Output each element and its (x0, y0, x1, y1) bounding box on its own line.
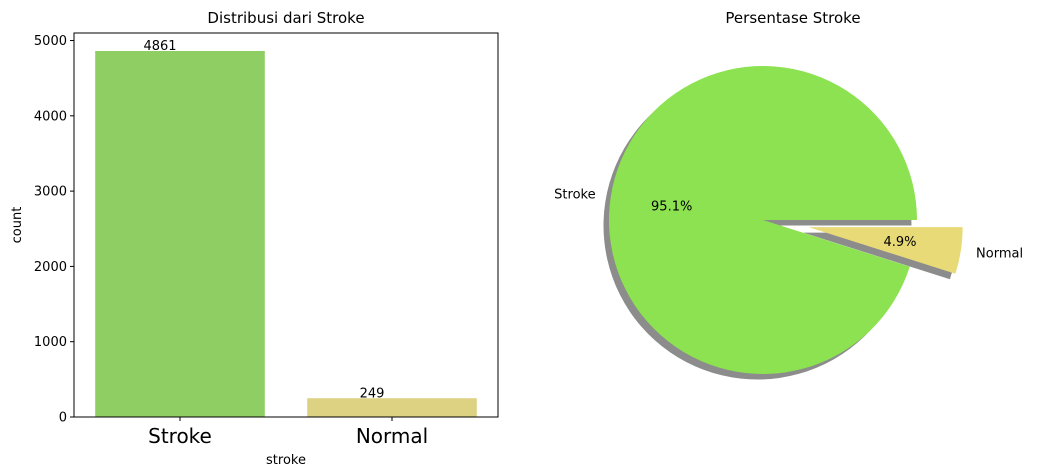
pie-slice-label: Normal (976, 247, 1023, 262)
pie-slice-label: Stroke (554, 188, 595, 203)
pie-slice-stroke (608, 66, 917, 375)
bar-chart: Distribusi dari Stroke 0 1000 2000 3000 4000… (10, 9, 499, 468)
bar-x-axis-label: stroke (266, 453, 306, 468)
y-tick-label: 0 (59, 411, 67, 426)
bar-chart-title: Distribusi dari Stroke (207, 9, 364, 27)
bar-plot-frame (73, 32, 499, 418)
pie-wedges (608, 66, 963, 375)
pie-pct-label: 4.9% (883, 235, 916, 250)
bar-y-axis-label: count (10, 207, 25, 244)
pie-chart: Persentase Stroke Stroke 95.1% Normal 4.9% (554, 9, 1023, 380)
bar-x-axis-ticks: Stroke Normal (148, 417, 428, 448)
y-tick-label: 4000 (34, 109, 67, 124)
bar-value-label: 4861 (143, 39, 176, 54)
pie-labels: Stroke 95.1% Normal 4.9% (554, 188, 1023, 262)
y-tick-label: 5000 (34, 34, 67, 49)
bar-normal (307, 398, 477, 417)
bar-value-labels: 4861 249 (143, 39, 384, 401)
y-tick-label: 1000 (34, 335, 67, 350)
pie-slice-normal (808, 227, 963, 274)
pie-chart-title: Persentase Stroke (725, 9, 860, 27)
x-tick-label: Stroke (148, 424, 212, 448)
bar-y-axis-ticks: 0 1000 2000 3000 4000 5000 (34, 34, 74, 426)
x-tick-label: Normal (356, 424, 428, 448)
pie-pct-label: 95.1% (651, 199, 692, 214)
bar-bars (95, 50, 477, 417)
bar-value-label: 249 (360, 386, 385, 401)
y-tick-label: 3000 (34, 185, 67, 200)
bar-stroke (95, 50, 265, 417)
y-tick-label: 2000 (34, 260, 67, 275)
